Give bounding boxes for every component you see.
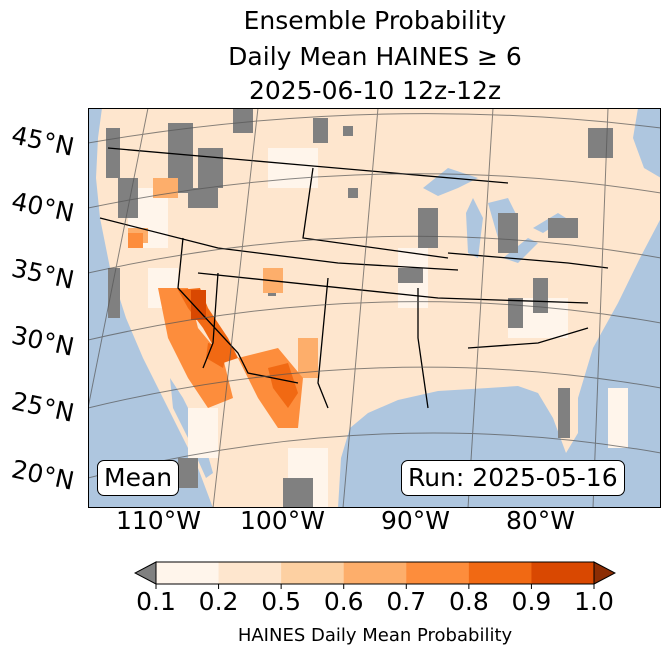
colorbar-tick-label: 0.5 <box>261 587 302 616</box>
graticule <box>88 108 661 508</box>
colorbar-tick-label: 0.8 <box>448 587 489 616</box>
great-lakes <box>423 168 566 263</box>
colorbar-tick-label: 0.2 <box>198 587 239 616</box>
colorbar-tick-label: 0.6 <box>323 587 364 616</box>
colorbar-segment <box>343 562 407 584</box>
title-line-1: Ensemble Probability <box>243 6 507 35</box>
lon-label-80w: 80°W <box>506 506 576 535</box>
colorbar-segment <box>218 562 282 584</box>
colorbar-tick-label: 0.9 <box>511 587 552 616</box>
lat-label-35n: 35°N <box>8 253 77 295</box>
lon-label-110w: 110°W <box>116 506 201 535</box>
stat-label-box: Mean <box>97 460 180 496</box>
lon-label-90w: 90°W <box>381 506 451 535</box>
probability-map <box>88 108 661 508</box>
colorbar-segment <box>531 562 595 584</box>
lat-label-45n: 45°N <box>8 120 77 162</box>
colorbar-segment <box>406 562 470 584</box>
colorbar <box>134 561 616 589</box>
map-frame <box>88 108 661 508</box>
colorbar-segment <box>281 562 345 584</box>
lat-label-30n: 30°N <box>8 320 77 362</box>
title-line-2: Daily Mean HAINES ≥ 6 <box>228 42 522 71</box>
lat-label-40n: 40°N <box>8 186 77 228</box>
colorbar-under-extension <box>134 561 157 585</box>
land <box>96 108 661 508</box>
extreme-probability-patch <box>191 290 206 320</box>
missing-data-patches <box>106 108 613 508</box>
lat-label-25n: 25°N <box>8 386 77 428</box>
colorbar-segment <box>156 562 220 584</box>
colorbar-tick-label: 1.0 <box>574 587 614 616</box>
run-date-box: Run: 2025-05-16 <box>401 460 625 496</box>
lat-label-20n: 20°N <box>8 454 77 496</box>
colorbar-tick-label: 0.1 <box>136 587 176 616</box>
colorbar-tick-label: 0.7 <box>386 587 427 616</box>
colorbar-label: HAINES Daily Mean Probability <box>237 625 513 646</box>
state-borders <box>99 147 609 409</box>
colorbar-over-extension <box>593 561 616 585</box>
title-line-3: 2025-06-10 12z-12z <box>248 76 502 105</box>
colorbar-segment <box>468 562 532 584</box>
colorbar-frame <box>155 561 595 585</box>
lon-label-100w: 100°W <box>240 506 325 535</box>
